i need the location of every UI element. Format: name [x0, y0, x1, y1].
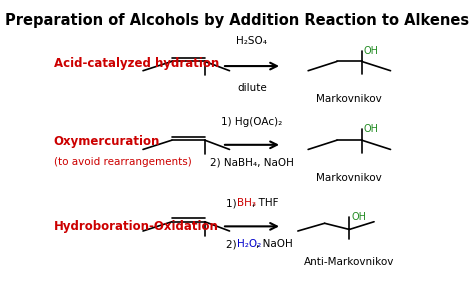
Text: (to avoid rearrangements): (to avoid rearrangements) [54, 157, 191, 167]
Text: OH: OH [364, 124, 379, 134]
Text: 2): 2) [226, 239, 240, 249]
Text: dilute: dilute [237, 83, 267, 93]
Text: Preparation of Alcohols by Addition Reaction to Alkenes: Preparation of Alcohols by Addition Reac… [5, 12, 469, 28]
Text: H₂O₂: H₂O₂ [237, 239, 261, 249]
Text: Oxymercuration: Oxymercuration [54, 135, 160, 149]
Text: 1): 1) [226, 198, 240, 208]
Text: Markovnikov: Markovnikov [317, 94, 382, 104]
Text: Anti-Markovnikov: Anti-Markovnikov [304, 257, 394, 267]
Text: OH: OH [351, 212, 366, 222]
Text: H₂SO₄: H₂SO₄ [237, 36, 267, 46]
Text: 2) NaBH₄, NaOH: 2) NaBH₄, NaOH [210, 157, 294, 168]
Text: , THF: , THF [252, 198, 278, 208]
Text: Hydroboration-Oxidation: Hydroboration-Oxidation [54, 220, 219, 233]
Text: , NaOH: , NaOH [256, 239, 292, 249]
Text: Markovnikov: Markovnikov [317, 173, 382, 183]
Text: 1) Hg(OAc)₂: 1) Hg(OAc)₂ [221, 116, 283, 127]
Text: BH₃: BH₃ [237, 198, 256, 208]
Text: Acid-catalyzed hydration: Acid-catalyzed hydration [54, 57, 219, 70]
Text: OH: OH [364, 46, 379, 56]
